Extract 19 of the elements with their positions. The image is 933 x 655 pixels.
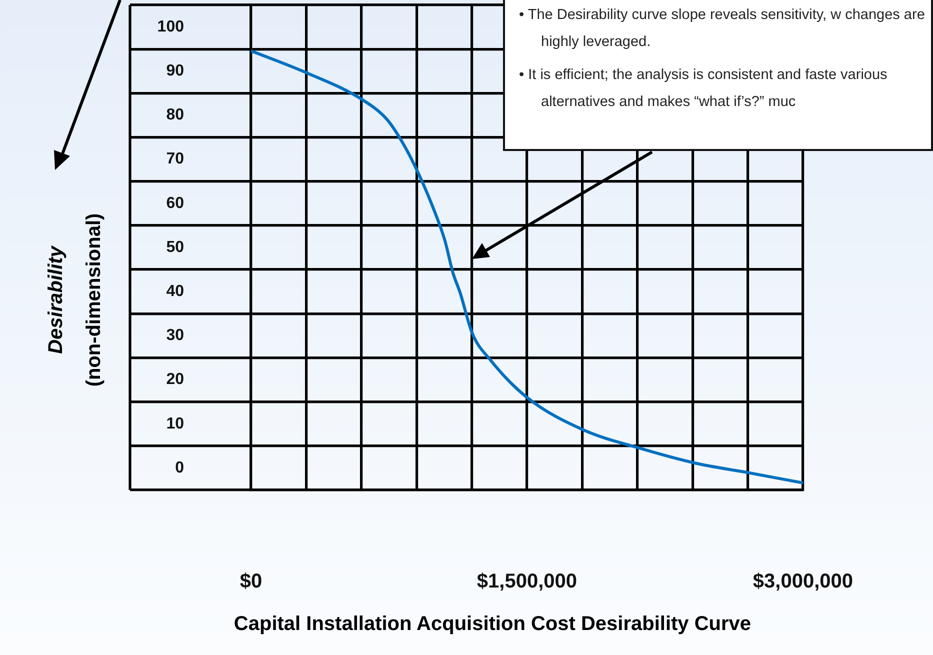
y-tick-label: 70 bbox=[166, 150, 184, 168]
x-tick-label: $1,500,000 bbox=[476, 570, 578, 593]
y-tick-label: 100 bbox=[157, 18, 184, 36]
y-tick-label: 40 bbox=[166, 282, 184, 300]
x-tick-label: $0 bbox=[240, 570, 262, 593]
y-axis-title: Desirability (non-dimensional) bbox=[45, 213, 105, 387]
x-tick-label: $3,000,000 bbox=[752, 570, 854, 593]
annotation: • The Desirability curve slope reveals sensitivity, w changes are highly leveraged. bbox=[519, 6, 926, 52]
callout-box: • The Desirability curve slope reveals sensitivity, w changes are highly leveraged. • It is efficient; the analysis is consistent and faste various alternatives and makes “what if’s?” muc bbox=[503, 0, 933, 151]
y-tick-label: 60 bbox=[166, 194, 184, 212]
y-tick-label: 50 bbox=[166, 238, 184, 256]
y-tick-label: 20 bbox=[166, 371, 184, 388]
text: Capital Installation Acquisition Cost Desirability Curve bbox=[232, 613, 752, 636]
y-tick-label: 10 bbox=[166, 415, 184, 432]
y-tick-label: 0 bbox=[175, 459, 184, 476]
y-tick-label: 90 bbox=[166, 62, 184, 80]
y-tick-label: 30 bbox=[166, 327, 184, 344]
y-tick-label: 80 bbox=[166, 106, 184, 124]
annotation: • It is efficient; the analysis is consistent and faste various alternatives and makes “what if’s?” muc bbox=[519, 66, 888, 112]
